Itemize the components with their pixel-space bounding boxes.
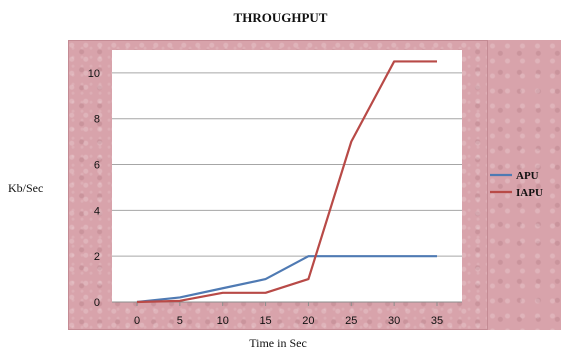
series-line-apu (136, 255, 437, 304)
chart-title: THROUGHPUT (233, 10, 328, 25)
x-tick-label: 30 (388, 315, 400, 327)
y-tick-label: 10 (88, 68, 100, 80)
x-tick-label: 5 (177, 315, 183, 327)
x-tick-label: 20 (302, 315, 314, 327)
plot-area (112, 50, 462, 302)
x-tick-label: 35 (431, 315, 443, 327)
y-axis-label: Kb/Sec (8, 181, 44, 195)
legend-label-iapu: IAPU (516, 187, 543, 199)
y-tick-label: 4 (94, 205, 100, 217)
x-tick-label: 15 (259, 315, 271, 327)
legend-frame (488, 40, 561, 330)
x-tick-label: 0 (134, 315, 140, 327)
y-tick-label: 8 (94, 114, 100, 126)
x-axis-label: Time in Sec (249, 336, 307, 350)
x-tick-label: 25 (345, 315, 357, 327)
y-tick-label: 2 (94, 251, 100, 263)
y-tick-label: 0 (94, 297, 100, 309)
series-line-iapu (136, 60, 437, 304)
x-tick-label: 10 (217, 315, 229, 327)
legend-label-apu: APU (516, 170, 539, 182)
y-tick-label: 6 (94, 160, 100, 172)
